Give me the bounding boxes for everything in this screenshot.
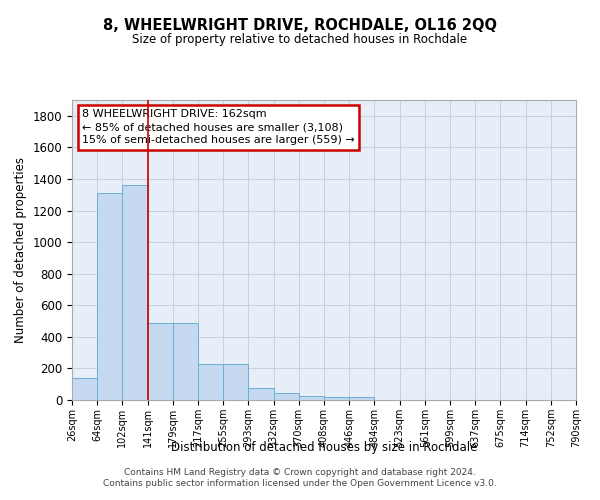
Bar bbox=[223, 364, 248, 400]
Bar bbox=[97, 193, 122, 400]
Bar bbox=[324, 397, 349, 400]
Text: Size of property relative to detached houses in Rochdale: Size of property relative to detached ho… bbox=[133, 32, 467, 46]
Text: Distribution of detached houses by size in Rochdale: Distribution of detached houses by size … bbox=[171, 441, 477, 454]
Text: Contains HM Land Registry data © Crown copyright and database right 2024.
Contai: Contains HM Land Registry data © Crown c… bbox=[103, 468, 497, 487]
Bar bbox=[122, 186, 148, 400]
Bar bbox=[198, 364, 223, 400]
Y-axis label: Number of detached properties: Number of detached properties bbox=[14, 157, 27, 343]
Bar bbox=[72, 378, 97, 400]
Bar bbox=[148, 322, 173, 400]
Bar bbox=[173, 322, 198, 400]
Bar bbox=[349, 397, 374, 400]
Text: 8 WHEELWRIGHT DRIVE: 162sqm
← 85% of detached houses are smaller (3,108)
15% of : 8 WHEELWRIGHT DRIVE: 162sqm ← 85% of det… bbox=[82, 109, 355, 146]
Bar bbox=[299, 396, 324, 400]
Bar bbox=[274, 393, 299, 400]
Bar bbox=[248, 388, 274, 400]
Text: 8, WHEELWRIGHT DRIVE, ROCHDALE, OL16 2QQ: 8, WHEELWRIGHT DRIVE, ROCHDALE, OL16 2QQ bbox=[103, 18, 497, 32]
